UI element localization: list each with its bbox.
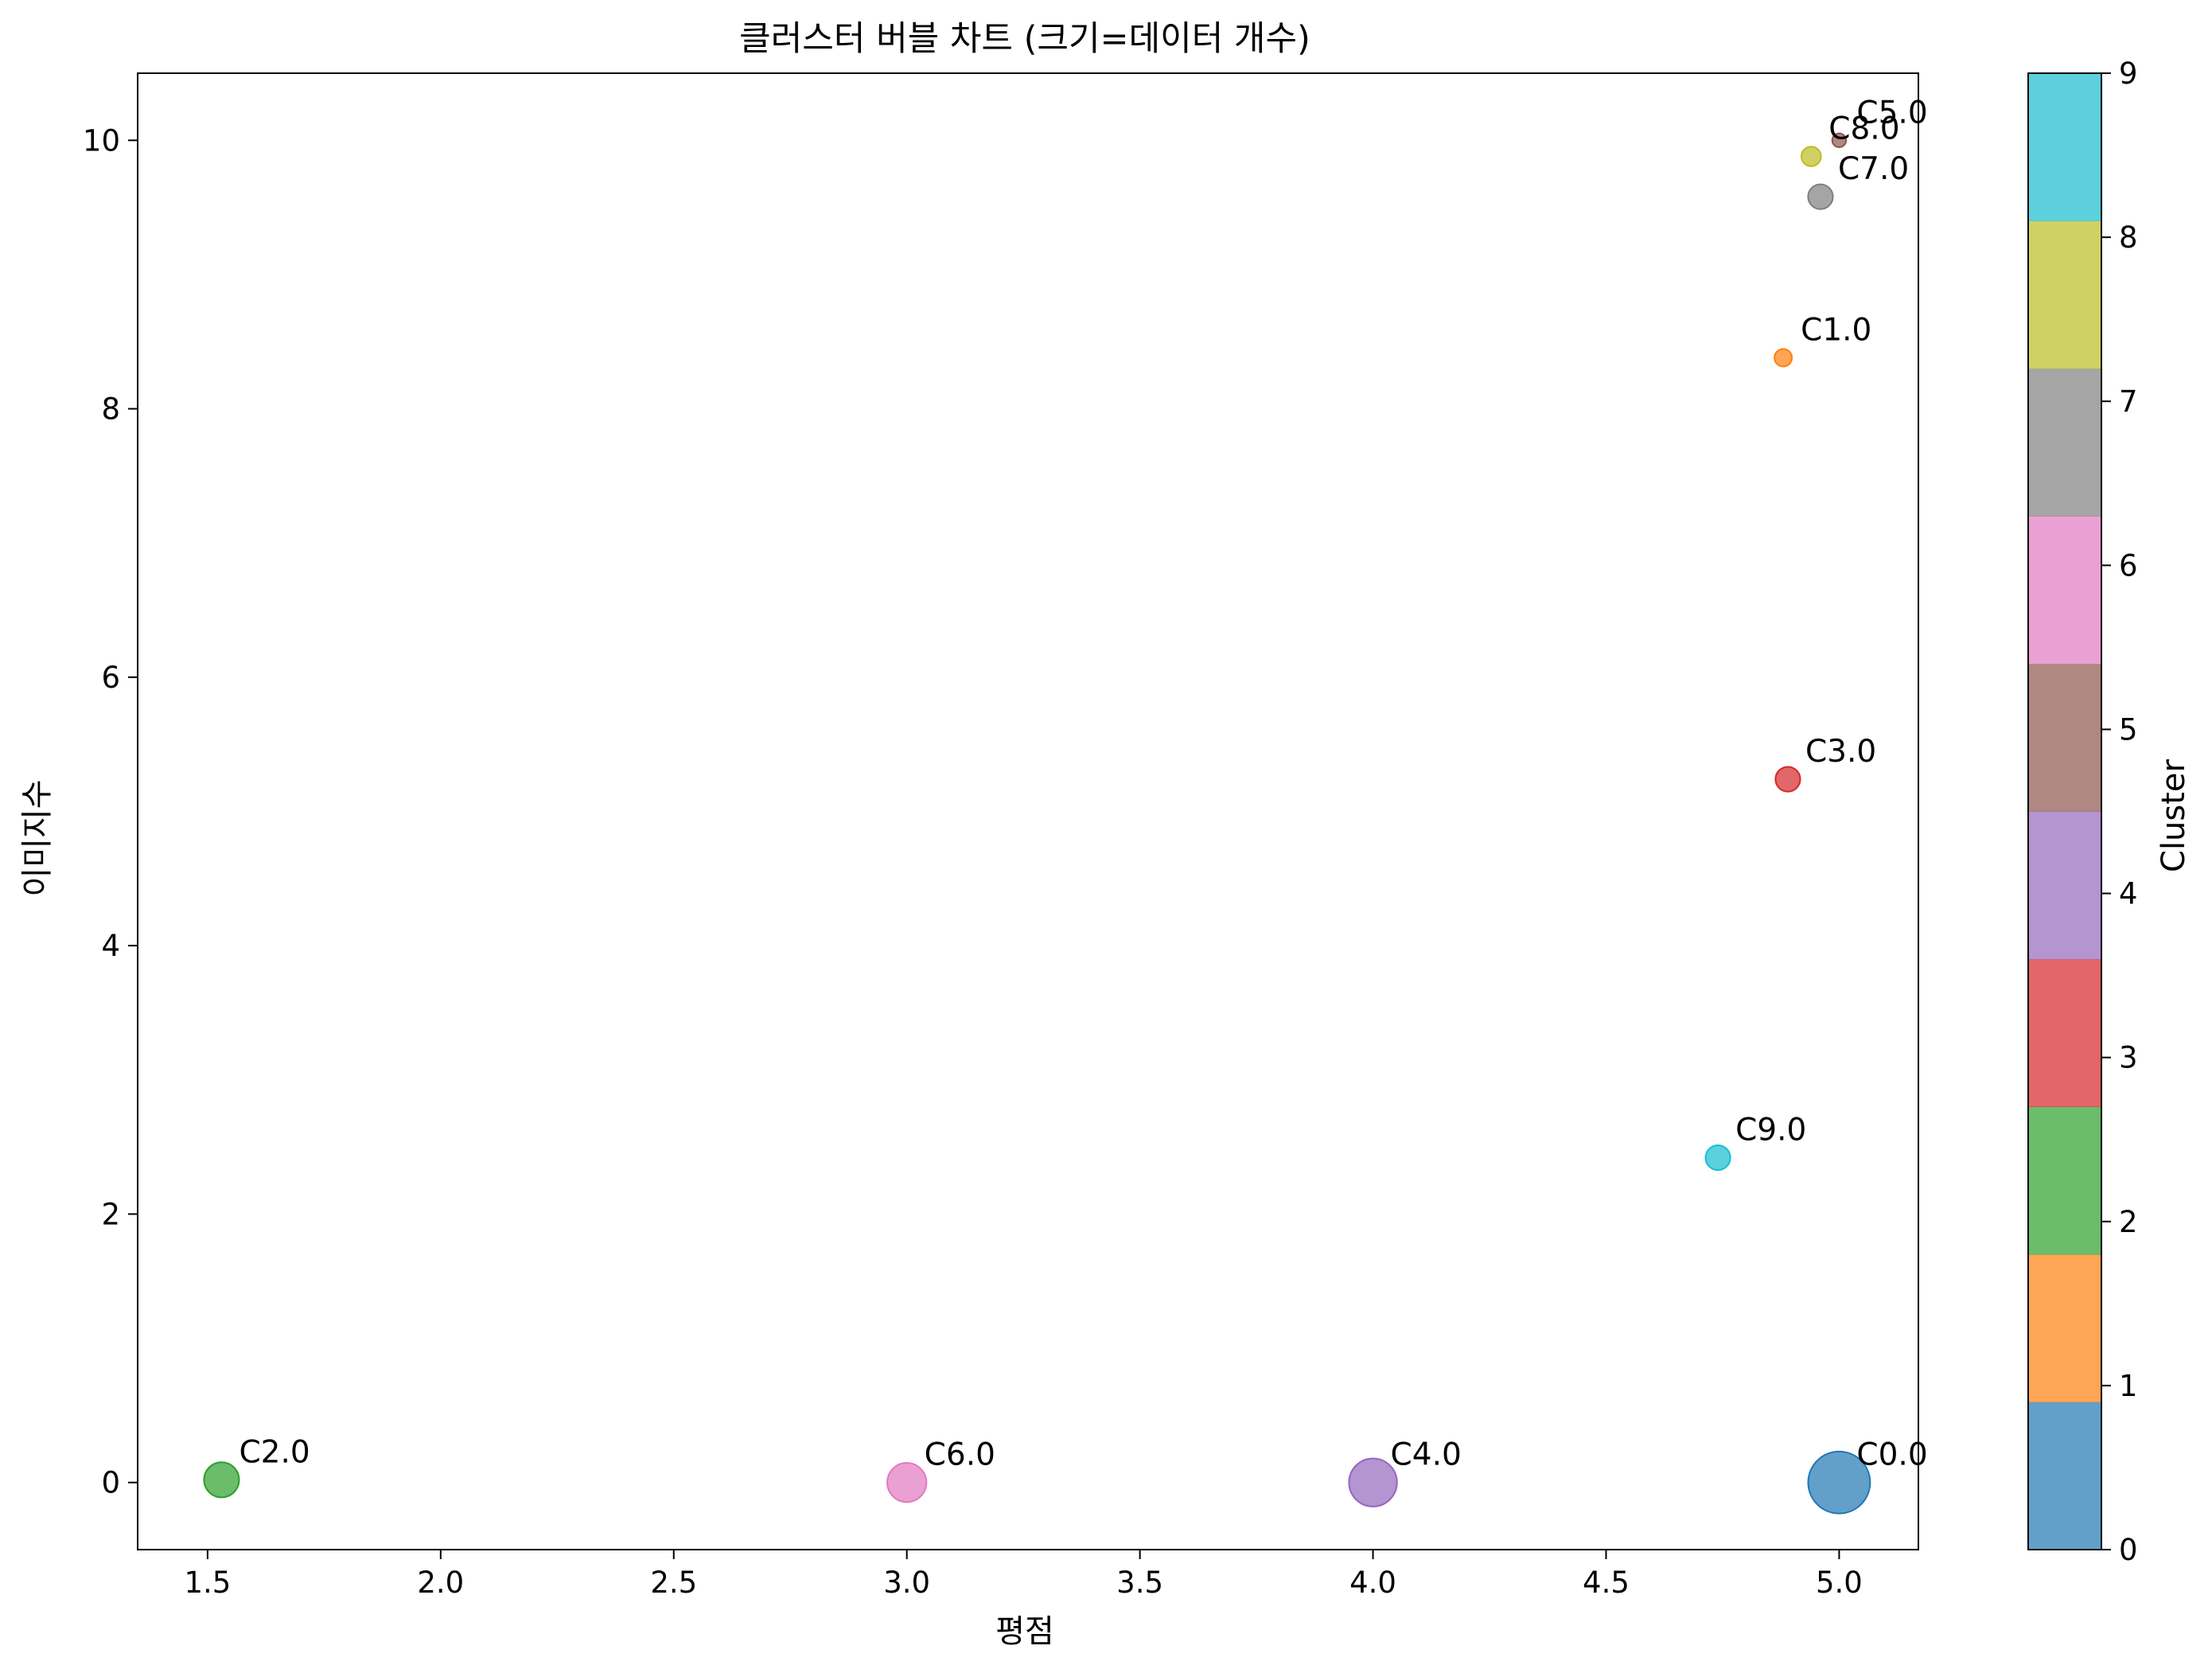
x-tick-label: 2.5: [650, 1566, 697, 1600]
colorbar-segment: [2028, 369, 2101, 517]
x-axis: 1.5 2.0 2.5 3.0 3.5 4.0 4.5 5.0: [184, 1550, 1863, 1600]
bubble-c2-0: [203, 1461, 240, 1499]
x-tick-label: 5.0: [1816, 1566, 1863, 1600]
y-tick-label: 2: [101, 1197, 120, 1231]
colorbar-tick-label: 9: [2119, 57, 2138, 91]
point-label: C1.0: [1801, 313, 1871, 349]
y-tick-label: 6: [101, 661, 120, 695]
bubble-c6-0: [886, 1462, 928, 1503]
bubble-c4-0: [1348, 1457, 1398, 1507]
colorbar-segment: [2028, 959, 2101, 1107]
x-tick-label: 4.0: [1349, 1566, 1396, 1600]
bubble-c5-0: [1831, 132, 1848, 149]
bubble-c0-0: [1807, 1450, 1871, 1515]
colorbar-tick-label: 5: [2119, 712, 2138, 747]
x-tick-label: 2.0: [417, 1566, 464, 1600]
colorbar-tick-label: 7: [2119, 384, 2138, 419]
point-label: C9.0: [1735, 1113, 1806, 1148]
bubble-c7-0: [1807, 183, 1834, 210]
x-tick-label: 1.5: [184, 1566, 231, 1600]
y-tick-label: 10: [83, 123, 120, 158]
point-label: C8.0: [1828, 111, 1899, 147]
colorbar-segment: [2028, 1106, 2101, 1255]
x-tick-label: 4.5: [1583, 1566, 1630, 1600]
point-label: C2.0: [239, 1434, 310, 1470]
point-label: C0.0: [1856, 1437, 1927, 1473]
point-label: C3.0: [1805, 734, 1876, 770]
bubble-c9-0: [1704, 1145, 1731, 1172]
colorbar-segment: [2028, 220, 2101, 369]
colorbar-segment: [2028, 1402, 2101, 1550]
colorbar-axis: 0 1 2 3 4 5 6 7 8 9: [2101, 57, 2138, 1567]
colorbar-segment: [2028, 73, 2101, 221]
colorbar-segment: [2028, 1254, 2101, 1402]
colorbar-tick-label: 6: [2119, 548, 2138, 583]
y-axis: 0 2 4 6 8 10: [83, 123, 138, 1500]
bubble-c3-0: [1774, 766, 1801, 793]
colorbar-tick-label: 4: [2119, 877, 2138, 911]
colorbar-tick-label: 1: [2119, 1369, 2138, 1403]
plot-frame: [137, 72, 1919, 1550]
y-tick-label: 8: [101, 392, 120, 427]
point-label: C6.0: [925, 1437, 995, 1473]
colorbar: [2027, 72, 2102, 1550]
colorbar-tick-label: 8: [2119, 220, 2138, 255]
y-tick-label: 0: [101, 1466, 120, 1500]
point-label: C5.0: [1856, 95, 1927, 131]
colorbar-frame: [2027, 72, 2102, 1550]
y-tick-label: 4: [101, 929, 120, 963]
colorbar-tick-label: 0: [2119, 1533, 2138, 1567]
data-points: [203, 132, 1871, 1515]
colorbar-tick-label: 3: [2119, 1041, 2138, 1075]
x-tick-label: 3.5: [1116, 1566, 1163, 1600]
chart-title: 클러스터 버블 차트 (크기=데이터 개수): [739, 19, 1310, 59]
colorbar-tick-label: 2: [2119, 1205, 2138, 1239]
colorbar-segment: [2028, 811, 2101, 960]
y-axis-label: 이미지수: [19, 779, 56, 896]
point-labels: C0.0 C1.0 C2.0 C3.0 C4.0 C5.0 C6.0 C7.0 C8.0 C9.0: [239, 95, 1927, 1472]
x-tick-label: 3.0: [883, 1566, 930, 1600]
point-label: C4.0: [1391, 1437, 1462, 1473]
colorbar-label: Cluster: [2156, 758, 2192, 872]
colorbar-segment: [2028, 516, 2101, 665]
bubble-c8-0: [1800, 146, 1822, 167]
point-label: C7.0: [1838, 151, 1909, 187]
colorbar-segment: [2028, 664, 2101, 812]
plot-area: [137, 72, 1919, 1550]
bubble-c1-0: [1774, 348, 1793, 368]
x-axis-label: 평점: [995, 1613, 1054, 1650]
